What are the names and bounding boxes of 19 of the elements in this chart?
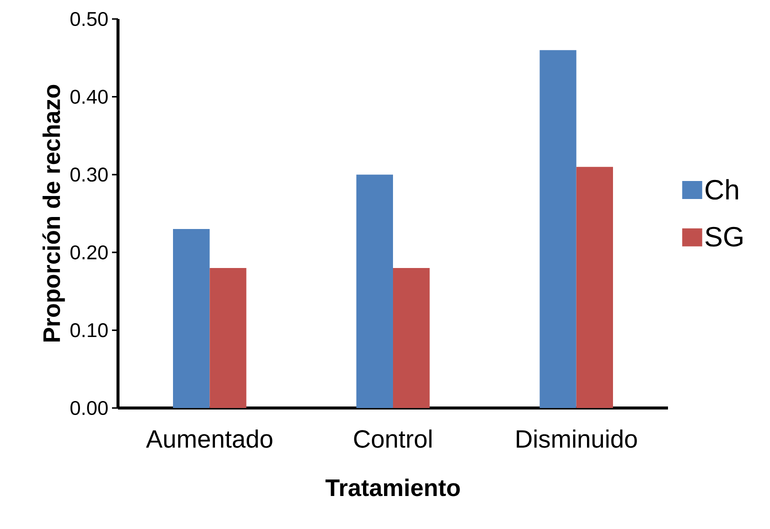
y-tick-label: 0.30	[70, 168, 108, 182]
legend-label: SG	[705, 226, 742, 247]
bar	[210, 268, 246, 408]
bar	[393, 268, 430, 408]
x-tick-label: Disminuido	[516, 430, 637, 448]
bar	[576, 166, 614, 408]
y-tick-label: 0.00	[70, 400, 108, 416]
x-tick-label: Aumentado	[146, 430, 272, 448]
bar	[173, 229, 210, 408]
y-tick-label: 0.10	[70, 323, 108, 338]
y-tick-label: 0.40	[70, 90, 108, 104]
bar	[356, 174, 394, 408]
y-tick-label: 0.20	[70, 245, 108, 260]
legend-label: Ch	[706, 179, 738, 200]
y-tick-label: 0.50	[70, 12, 108, 26]
x-tick-label: Control	[354, 430, 432, 448]
x-axis-title: Tratamiento	[326, 478, 460, 496]
bar	[540, 50, 576, 408]
y-axis-title: Proporción de rechazo	[42, 84, 65, 342]
